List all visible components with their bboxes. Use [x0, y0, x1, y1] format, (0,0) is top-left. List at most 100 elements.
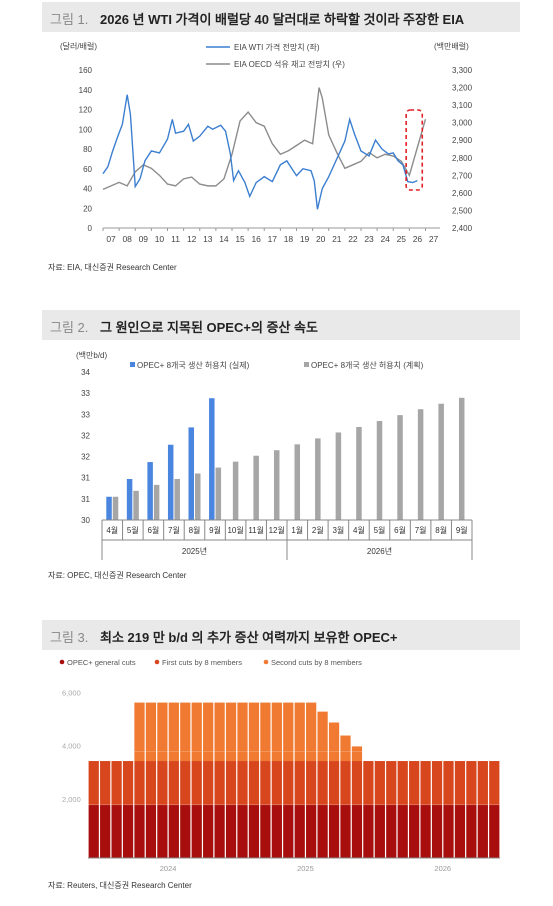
fig1-x-tick: 14 [219, 234, 229, 244]
fig3-bar-first [328, 761, 340, 805]
fig3-legend-label: First cuts by 8 members [162, 658, 242, 667]
fig2-bar-plan [253, 455, 259, 520]
fig3-bar-first [489, 761, 500, 805]
fig3-bar-general [225, 804, 237, 858]
fig1-x-tick: 15 [235, 234, 245, 244]
fig2-bar-actual [188, 427, 194, 520]
fig3-bar-second [271, 702, 282, 762]
fig3-bar-first [306, 761, 317, 805]
fig1-x-tick: 19 [300, 234, 310, 244]
fig1-highlight-box [405, 109, 424, 191]
fig2-bar-plan [397, 415, 403, 520]
fig3-bar-general [248, 804, 260, 858]
fig3-legend-swatch [154, 659, 160, 665]
fig3-bar-first [260, 761, 271, 805]
fig3-bar-general [260, 804, 271, 858]
fig2-x-tick: 9월 [209, 525, 221, 535]
fig3-bar-general [203, 804, 214, 858]
fig2-bar-plan [356, 426, 362, 520]
fig3-bar-first [237, 761, 248, 805]
fig3-bar-first [168, 761, 179, 805]
fig1-x-tick: 27 [429, 234, 439, 244]
fig3-bar-second [157, 702, 168, 762]
fig1-x-tick: 23 [364, 234, 374, 244]
fig2-x-tick: 12월 [269, 525, 285, 535]
fig3-bar-second [328, 722, 340, 762]
fig3-bar-general [168, 804, 179, 858]
fig3-number: 그림 3. [50, 630, 89, 645]
fig1-x-tick: 11 [171, 234, 180, 244]
fig3-bar-second [225, 702, 237, 762]
fig3-legend-label: Second cuts by 8 members [271, 658, 362, 667]
fig3-bar-second [203, 702, 214, 762]
fig3-legend-swatch [59, 659, 65, 665]
fig2-x-tick: 10월 [227, 525, 243, 535]
fig2-unit: (백만b/d) [76, 350, 108, 360]
fig1-x-tick: 26 [413, 234, 423, 244]
fig2-bar-plan [417, 409, 424, 520]
fig2-y-tick: 32 [81, 431, 90, 440]
fig3-bar-general [409, 804, 420, 858]
fig1-x-tick: 09 [139, 234, 149, 244]
fig2-group-2026: 2026년 [367, 546, 392, 556]
fig2-bar-actual [209, 398, 215, 520]
fig2-y-tick: 34 [81, 368, 90, 377]
fig3-bar-second [294, 702, 305, 762]
fig2-y-tick: 31 [81, 474, 90, 483]
fig1-x-tick: 22 [348, 234, 358, 244]
fig3-bar-general [214, 804, 225, 858]
fig3-bar-second [168, 702, 179, 762]
fig3-bar-second [351, 746, 363, 762]
fig3-bar-first [477, 761, 488, 805]
fig1-right-tick: 3,000 [452, 119, 473, 128]
fig3-bar-second [237, 702, 248, 762]
fig1-right-tick: 2,400 [452, 224, 473, 233]
fig3-bar-general [363, 804, 374, 858]
fig1-left-unit: (달러/배럴) [60, 42, 97, 51]
fig2-x-tick: 7월 [168, 525, 180, 535]
fig1-left-tick: 0 [88, 224, 93, 233]
fig3-bar-general [294, 804, 305, 858]
fig2-bar-plan [273, 450, 280, 520]
fig3-bar-first [122, 761, 134, 805]
fig2-y-tick: 32 [81, 453, 90, 462]
fig2-bar-plan [294, 444, 301, 520]
fig2-bar-plan [438, 403, 444, 520]
fig2-bar-plan [458, 397, 465, 520]
fig1-right-tick: 3,200 [452, 84, 473, 93]
fig2-bar-plan [153, 484, 160, 520]
fig1-header: 그림 1. 2026 년 WTI 가격이 배럴당 40 달러대로 하락할 것이라… [42, 2, 520, 32]
fig2-bar-plan [215, 467, 222, 520]
fig2-bar-plan [112, 496, 119, 520]
fig3-bar-general [420, 804, 431, 858]
fig2-bar-plan [174, 478, 180, 520]
fig3-bar-first [88, 761, 99, 805]
fig3-bar-first [420, 761, 431, 805]
fig3-bar-general [443, 804, 454, 858]
fig1-x-tick: 08 [122, 234, 132, 244]
fig3-bar-first [100, 761, 111, 805]
fig2-x-tick: 1월 [291, 525, 303, 535]
fig3-x-tick: 2024 [160, 864, 177, 873]
fig1-right-tick: 2,500 [452, 206, 473, 215]
fig2-x-tick: 9월 [456, 525, 468, 535]
fig2-legend-plan-swatch [304, 362, 309, 367]
fig2-header: 그림 2. 그 원인으로 지목된 OPEC+의 증산 속도 [42, 310, 520, 340]
fig3-bar-second [340, 735, 351, 762]
fig3-bar-general [351, 804, 363, 858]
fig2-x-tick: 6월 [147, 525, 159, 535]
fig3-bar-first [294, 761, 305, 805]
fig3-bar-second [134, 702, 145, 762]
fig3-bar-general [122, 804, 134, 858]
fig3-bar-general [271, 804, 282, 858]
fig2-bar-plan [133, 490, 139, 520]
fig3-bar-first [397, 761, 408, 805]
fig2-bar-plan [315, 438, 321, 520]
fig3-bar-first [145, 761, 157, 805]
fig1-x-tick: 18 [284, 234, 294, 244]
fig3-chart: OPEC+ general cuts First cuts by 8 member… [59, 658, 500, 873]
fig2-bar-actual [147, 462, 153, 520]
fig2-legend-actual-swatch [130, 362, 135, 367]
fig1-left-tick: 100 [79, 125, 93, 134]
fig3-header: 그림 3. 최소 219 만 b/d 의 추가 증산 여력까지 보유한 OPEC… [42, 620, 520, 650]
